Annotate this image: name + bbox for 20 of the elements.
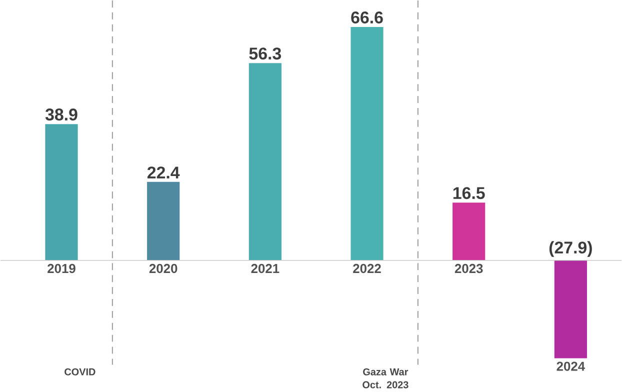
bar xyxy=(45,124,78,261)
bar xyxy=(350,27,384,261)
data-label: 22.4 xyxy=(147,166,180,179)
bar xyxy=(554,260,587,358)
text: Gaza War Oct. 2023 xyxy=(362,368,408,388)
text: COVID xyxy=(64,368,96,376)
x-tick-label: 2020 xyxy=(149,264,178,274)
x-tick-label: 2021 xyxy=(251,264,280,274)
data-label: 66.6 xyxy=(351,12,383,24)
bar xyxy=(147,182,180,261)
data-label: 38.9 xyxy=(45,108,78,121)
data-label: (27.9) xyxy=(549,241,592,258)
x-tick-label: 2019 xyxy=(48,264,76,274)
data-label: 56.3 xyxy=(249,48,282,60)
x-tick-label: 2023 xyxy=(454,264,483,274)
bar xyxy=(452,202,486,261)
x-tick-label: 2022 xyxy=(353,264,381,274)
x-tick-label: 2024 xyxy=(556,362,586,372)
data-label: 16.5 xyxy=(453,187,485,200)
bar xyxy=(248,63,282,261)
